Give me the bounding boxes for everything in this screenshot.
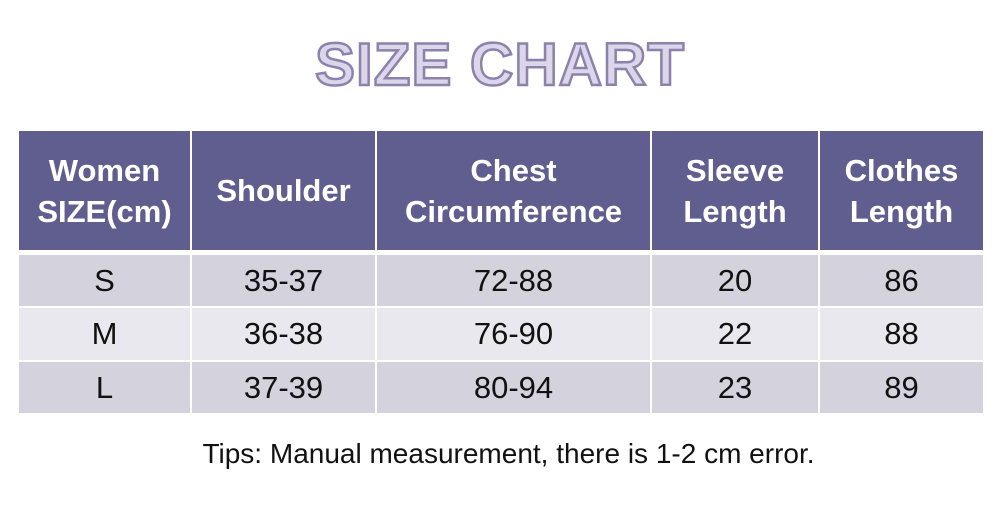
body-cell: 88 [820,308,983,360]
header-text: Length [849,193,954,229]
header-text: Women [48,152,161,188]
header-cell: Sleeve Length [652,131,818,250]
body-cell: 37-39 [192,362,375,413]
header-text: Length [683,193,787,229]
body-cell: S [19,255,190,306]
header-text: Circumference [404,193,623,229]
header-text: SIZE(cm) [37,193,172,229]
title: SIZE CHART [314,30,686,100]
body-cell: 36-38 [192,308,375,360]
header-cell: Chest Circumference [377,131,650,250]
body-cell: 23 [652,362,818,413]
body-cell: 89 [820,362,983,413]
header-cell: Women SIZE(cm) [19,131,190,250]
header-text: Clothes [844,152,959,188]
header-text: Sleeve [685,152,785,188]
body-cell: 72-88 [377,255,650,306]
body-cell: 80-94 [377,362,650,413]
tips: Tips: Manual measurement, there is 1-2 c… [202,438,815,469]
body-cell: 22 [652,308,818,360]
body-cell: L [19,362,190,413]
header-text: Shoulder [216,173,351,208]
body-cell: 20 [652,255,818,306]
body-cell: 76-90 [377,308,650,360]
header-cell: Clothes Length [820,131,983,250]
header-cell: Shoulder [192,131,375,250]
header-text: Chest [470,152,557,188]
body-cell: 86 [820,255,983,306]
body-cell: 35-37 [192,255,375,306]
body-cell: M [19,308,190,360]
